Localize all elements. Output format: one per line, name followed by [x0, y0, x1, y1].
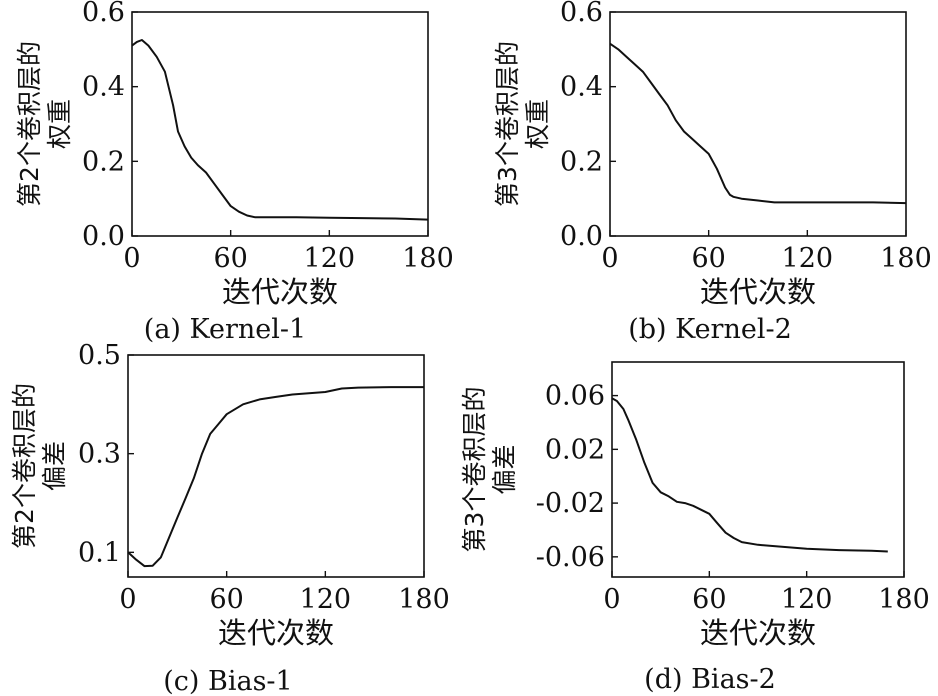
y-axis-label-line: 第3个卷积层的	[460, 387, 489, 553]
y-tick-label: 0.06	[545, 381, 605, 412]
y-axis-label: 第2个卷积层的权重	[15, 41, 74, 207]
x-tick-label: 0	[601, 243, 618, 274]
y-axis-label-line: 权重	[523, 99, 552, 149]
x-tick-label: 0	[603, 584, 620, 615]
series-line	[127, 386, 424, 568]
series-line	[131, 39, 429, 221]
x-axis-label: 迭代次数	[700, 275, 816, 309]
plot-frame	[127, 354, 425, 578]
x-axis-label: 迭代次数	[218, 616, 334, 650]
y-tick-label: -0.02	[536, 488, 605, 519]
y-tick-label: 0.3	[78, 439, 121, 470]
chart-panel-4: 0 60 120 180 0.06 0.02 -0.02 -0.06 迭代次数 第3个卷积层的偏差…	[460, 361, 930, 695]
x-tick-label: 60	[209, 584, 243, 615]
x-tick-label: 120	[781, 584, 833, 615]
y-axis-label-line: 第3个卷积层的	[493, 41, 522, 207]
chart-panel-3: 0 60 120 180 0.1 0.3 0.5 迭代次数 第2个卷积层的偏差 (c) Bias-…	[10, 340, 450, 696]
y-axis-label-line: 偏差	[40, 441, 69, 491]
x-axis-label: 迭代次数	[700, 616, 816, 650]
y-axis-label-line: 第2个卷积层的	[15, 41, 44, 207]
y-axis-label-line: 第2个卷积层的	[10, 383, 39, 549]
series-line	[611, 397, 888, 553]
x-tick-label: 180	[878, 584, 930, 615]
y-axis-label: 第3个卷积层的权重	[493, 41, 552, 207]
x-tick-label: 60	[691, 243, 725, 274]
plot-frame	[611, 361, 905, 578]
y-tick-label: 0.2	[82, 146, 125, 177]
y-axis-label: 第2个卷积层的偏差	[10, 383, 69, 549]
y-axis-label: 第3个卷积层的偏差	[460, 387, 519, 553]
chart-panel-1: 0 60 120 180 0.0 0.2 0.4 0.6 迭代次数 第2个卷积层的权重 (a) Ke…	[15, 0, 454, 345]
y-tick-label: 0.1	[78, 537, 121, 568]
chart-panel-2: 0 60 120 180 0.0 0.2 0.4 0.6 迭代次数 第3个卷积层的权重 (b) Ke…	[493, 0, 932, 345]
panel-caption: (d) Bias-2	[644, 664, 776, 695]
panel-caption: (c) Bias-1	[163, 666, 293, 696]
x-axis-label: 迭代次数	[222, 275, 338, 309]
x-tick-label: 120	[300, 584, 352, 615]
y-tick-label: 0.2	[560, 146, 603, 177]
y-tick-label: 0.6	[560, 0, 603, 28]
y-axis-label-line: 权重	[45, 99, 74, 149]
series-line	[609, 42, 907, 205]
x-tick-label: 0	[119, 584, 136, 615]
x-tick-label: 180	[880, 243, 932, 274]
panel-caption: (a) Kernel-1	[144, 314, 306, 345]
y-tick-label: 0.4	[560, 72, 603, 103]
x-tick-label: 180	[402, 243, 454, 274]
y-tick-label: 0.0	[560, 221, 603, 252]
y-tick-label: -0.06	[536, 542, 605, 573]
y-tick-label: 0.6	[82, 0, 125, 28]
x-tick-label: 120	[782, 243, 834, 274]
x-tick-label: 60	[213, 243, 247, 274]
x-tick-label: 180	[398, 584, 450, 615]
y-tick-label: 0.0	[82, 221, 125, 252]
x-tick-label: 60	[692, 584, 726, 615]
y-tick-label: 0.4	[82, 72, 125, 103]
plot-frame	[131, 11, 429, 237]
plot-frame	[609, 11, 907, 237]
y-tick-label: 0.02	[545, 434, 605, 465]
y-tick-label: 0.5	[78, 340, 121, 371]
panel-caption: (b) Kernel-2	[628, 314, 792, 345]
x-tick-label: 0	[123, 243, 140, 274]
y-axis-label-line: 偏差	[490, 444, 519, 494]
x-tick-label: 120	[304, 243, 356, 274]
